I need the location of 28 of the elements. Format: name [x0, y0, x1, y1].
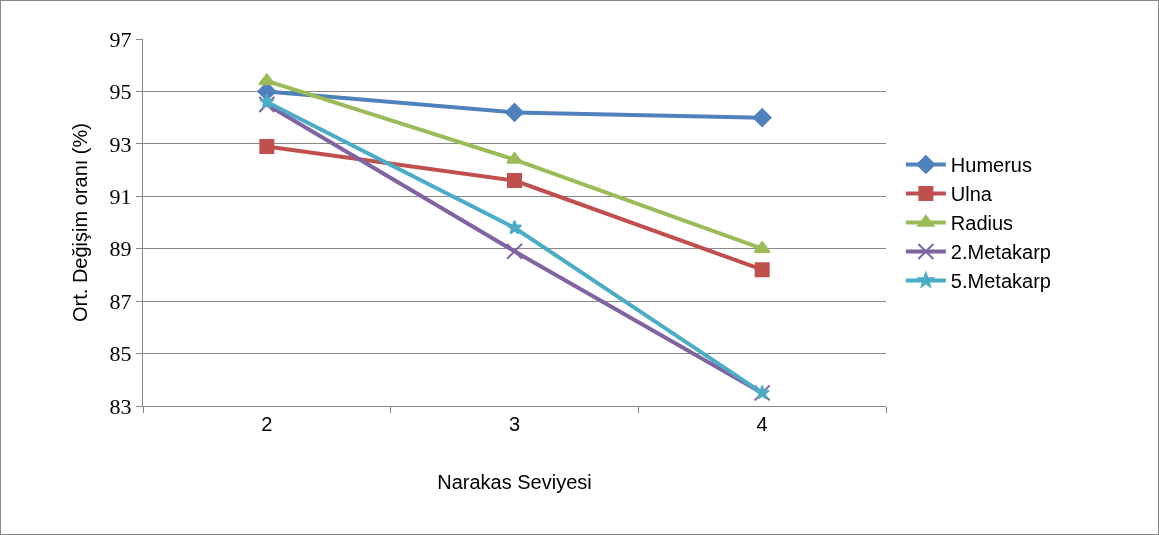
x-tick-label: 2 — [261, 413, 273, 435]
y-tick-label: 97 — [109, 26, 132, 52]
legend-label: 2.Metakarp — [950, 241, 1051, 264]
point — [505, 102, 524, 122]
y-tick-label: 89 — [109, 236, 132, 262]
point — [752, 108, 772, 128]
x-tick-label: 4 — [756, 413, 768, 435]
y-tick-label: 95 — [109, 79, 132, 105]
x-axis-title: Narakas Seviyesi — [437, 470, 592, 493]
point — [506, 219, 523, 235]
y-tick-label: 83 — [109, 393, 132, 419]
point — [754, 262, 770, 278]
y-tick-label: 93 — [109, 131, 132, 157]
y-axis-title: Ort. Değişim oranı (%) — [69, 123, 92, 322]
point — [507, 173, 522, 189]
point — [258, 73, 276, 86]
y-tick-label: 85 — [109, 341, 132, 367]
legend-label: Radius — [950, 212, 1014, 235]
y-tick-label: 87 — [109, 288, 132, 314]
x-tick-label: 3 — [508, 413, 521, 435]
legend-label: Ulna — [950, 183, 993, 206]
point — [258, 96, 276, 114]
point — [259, 93, 275, 109]
legend-label: Humerus — [950, 154, 1032, 177]
y-tick-label: 91 — [109, 183, 132, 209]
point — [506, 242, 523, 260]
point — [259, 138, 275, 154]
legend-label: 5.Metakarp — [950, 270, 1051, 293]
